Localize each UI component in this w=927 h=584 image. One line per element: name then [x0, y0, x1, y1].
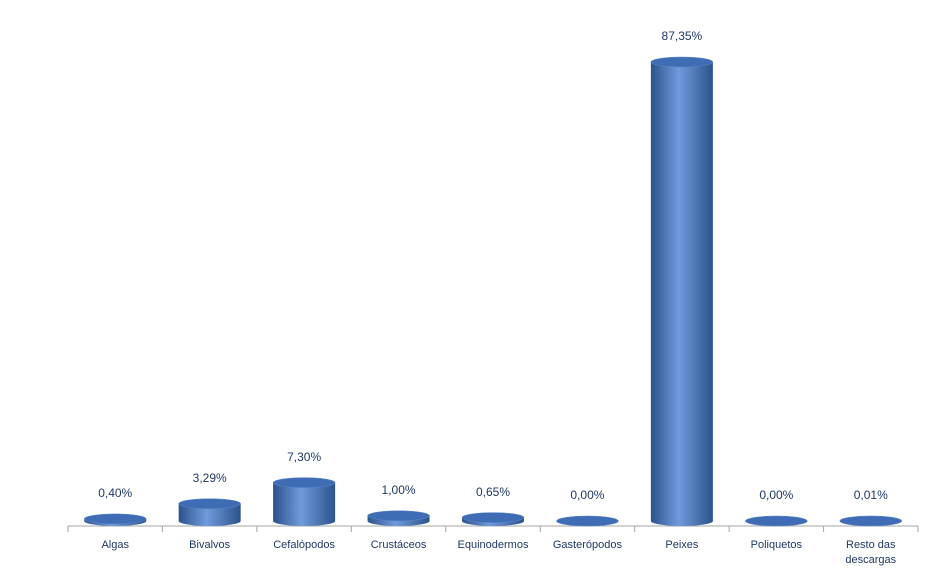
- x-tick-label: Cefalópodos: [273, 539, 335, 551]
- x-tick-label: Resto das descargas: [845, 539, 897, 566]
- value-label: 1,00%: [382, 483, 416, 497]
- bar: [273, 482, 336, 526]
- value-label: 0,00%: [570, 488, 604, 502]
- bar-top: [272, 477, 336, 488]
- bar-top: [367, 510, 430, 521]
- x-tick-label: Algas: [101, 539, 129, 551]
- bar-top: [745, 515, 808, 527]
- bar: [178, 503, 241, 526]
- value-label: 7,30%: [287, 450, 321, 464]
- x-tick-label: Gasterópodos: [552, 539, 622, 551]
- x-tick-label: Poliquetos: [750, 539, 803, 551]
- bar: [650, 62, 713, 526]
- x-tick-label: Bivalvos: [189, 539, 231, 551]
- value-label: 0,00%: [759, 488, 793, 502]
- bar-top: [83, 513, 147, 525]
- value-label: 0,01%: [854, 488, 888, 502]
- bar-top: [650, 56, 714, 68]
- value-label: 0,40%: [98, 486, 132, 500]
- bar-top: [178, 498, 241, 509]
- bar-top: [461, 512, 525, 523]
- value-label: 3,29%: [193, 471, 227, 485]
- x-tick-label: Crustáceos: [370, 539, 427, 551]
- x-tick-label: Peixes: [665, 539, 699, 551]
- value-label: 87,35%: [662, 29, 703, 43]
- bar-top: [839, 515, 903, 527]
- x-tick-label: Equinodermos: [457, 539, 529, 551]
- bar-top: [556, 515, 619, 527]
- value-label: 0,65%: [476, 485, 510, 499]
